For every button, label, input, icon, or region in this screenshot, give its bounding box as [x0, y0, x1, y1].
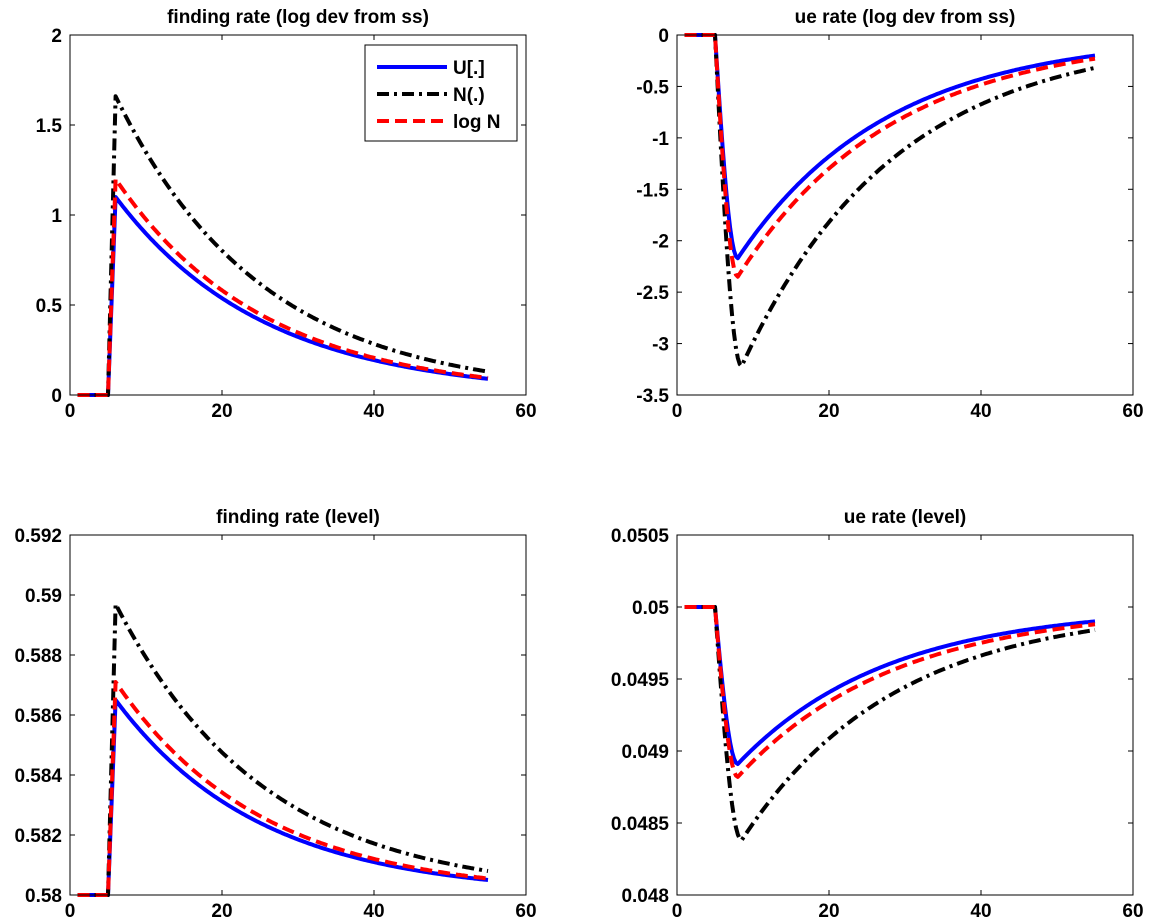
chart-title: finding rate (level)	[216, 507, 380, 528]
y-tick-label: 0.05	[632, 598, 669, 619]
x-tick-label: 0	[65, 401, 76, 422]
x-tick-label: 40	[363, 901, 384, 922]
series-line-U	[684, 605, 1096, 766]
series-line-U	[77, 195, 489, 397]
series-line-logN	[684, 33, 1096, 279]
series-line-logN	[77, 680, 489, 897]
y-tick-label: 0.586	[14, 706, 62, 727]
y-tick-label: -3.5	[636, 386, 669, 407]
y-tick-label: 0.048	[621, 886, 669, 907]
legend-label: U[.]	[453, 58, 485, 79]
chart-title: ue rate (log dev from ss)	[795, 7, 1016, 28]
y-tick-label: 0.582	[14, 826, 62, 847]
y-tick-label: 0.59	[25, 586, 62, 607]
y-tick-label: -0.5	[636, 77, 669, 98]
x-tick-label: 60	[515, 901, 536, 922]
x-tick-label: 20	[818, 401, 839, 422]
chart-title: ue rate (level)	[844, 507, 967, 528]
y-tick-label: 0.584	[14, 766, 62, 787]
series-line-N	[684, 605, 1096, 843]
y-tick-label: -1.5	[636, 180, 669, 201]
y-tick-label: 0.0485	[611, 814, 670, 835]
y-tick-label: 0.58	[25, 886, 62, 907]
series-line-U	[77, 698, 489, 897]
y-tick-label: -2	[652, 232, 669, 253]
y-tick-label: 0	[658, 26, 669, 47]
chart-title: finding rate (log dev from ss)	[167, 7, 429, 28]
x-tick-label: 0	[672, 401, 683, 422]
x-tick-label: 40	[970, 401, 991, 422]
y-tick-label: -3	[652, 335, 669, 356]
x-tick-label: 60	[515, 401, 536, 422]
legend: U[.] N(.) log N	[364, 44, 518, 142]
x-tick-label: 20	[818, 901, 839, 922]
x-tick-label: 60	[1122, 401, 1143, 422]
y-tick-label: 0	[51, 386, 62, 407]
y-tick-label: 0.592	[14, 526, 62, 547]
legend-label: N(.)	[453, 85, 485, 106]
y-tick-label: 0.0495	[611, 670, 670, 691]
axes-box	[676, 34, 1134, 396]
legend-box	[364, 44, 518, 142]
y-tick-label: 2	[51, 26, 62, 47]
y-tick-label: -2.5	[636, 283, 669, 304]
y-tick-label: 0.5	[36, 296, 63, 317]
y-tick-label: 0.588	[14, 646, 62, 667]
chart-panel-3: finding rate (level) 0 20 40 60 0.58 0.582 0.58…	[14, 507, 536, 922]
series-line-N	[684, 33, 1096, 369]
x-tick-label: 20	[211, 901, 232, 922]
x-tick-label: 60	[1122, 901, 1143, 922]
axes-box	[676, 534, 1134, 896]
chart-panel-4: ue rate (level) 0 20 40 60 0.048 0.0485 0.049 0.…	[611, 507, 1144, 922]
series-line-logN	[77, 177, 489, 397]
y-tick-label: 0.049	[621, 742, 669, 763]
chart-panel-1: finding rate (log dev from ss) 0 20 40 60 0 0.…	[36, 7, 537, 422]
y-tick-label: 0.0505	[611, 526, 670, 547]
chart-panel-2: ue rate (log dev from ss) 0 20 40 60 -3.5 -3 -2…	[636, 7, 1143, 422]
series-line-N	[77, 94, 489, 397]
legend-label: log N	[453, 112, 501, 133]
x-tick-label: 20	[211, 401, 232, 422]
y-tick-label: 1.5	[36, 116, 63, 137]
x-tick-label: 40	[363, 401, 384, 422]
y-tick-label: -1	[652, 129, 669, 150]
series-line-N	[77, 602, 489, 897]
x-tick-label: 0	[672, 901, 683, 922]
series-line-logN	[684, 605, 1096, 779]
x-tick-label: 0	[65, 901, 76, 922]
y-tick-label: 1	[51, 206, 62, 227]
x-tick-label: 40	[970, 901, 991, 922]
series-line-U	[684, 33, 1096, 261]
